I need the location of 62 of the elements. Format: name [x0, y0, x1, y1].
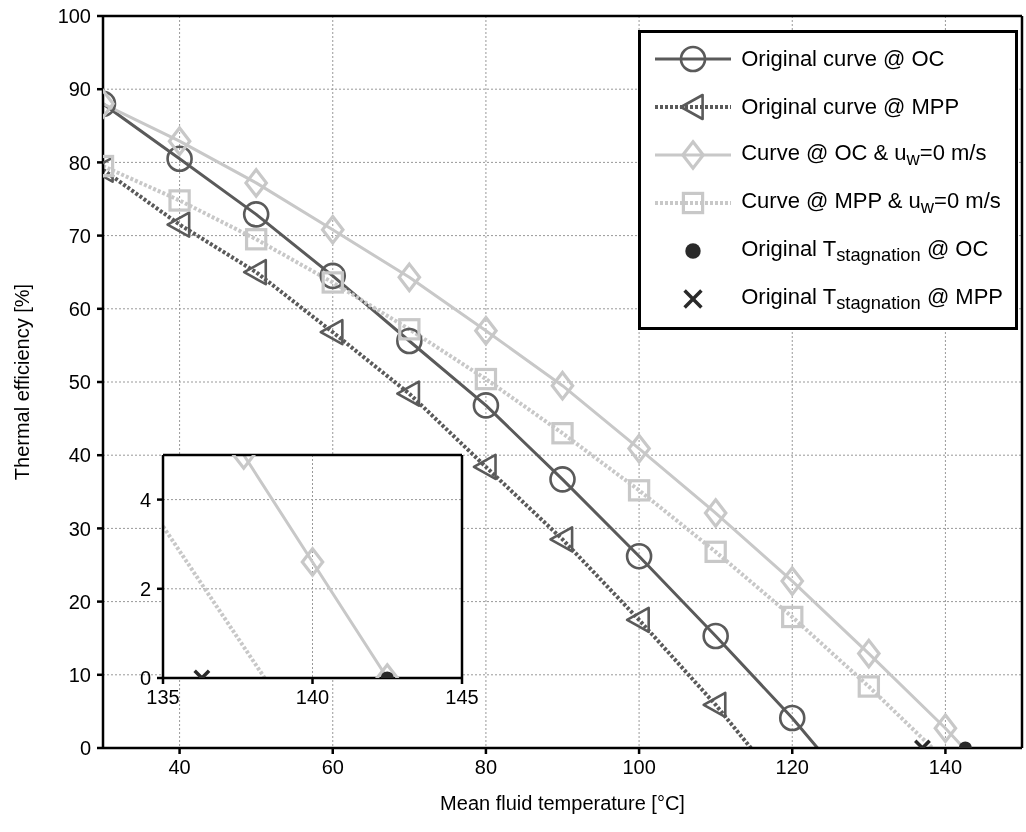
legend-label: Original curve @ OC: [741, 46, 945, 72]
x-tick-label: 60: [321, 756, 344, 779]
point: [778, 704, 806, 732]
point: [472, 453, 497, 481]
point: [702, 622, 729, 650]
y-tick-label: 80: [68, 151, 91, 174]
legend-label: Original T$_{stagnation}$ @ OC: [741, 235, 989, 267]
x-axis-title: Mean fluid temperature [°C]: [440, 792, 685, 814]
y-tick-label: 2: [139, 577, 151, 600]
point: [319, 318, 344, 346]
y-tick-label: 4: [139, 488, 151, 511]
point: [857, 638, 881, 669]
point: [472, 392, 500, 419]
legend-label: Curve @ MPP & u$_{w}$=0 m/s: [741, 187, 1001, 219]
point: [166, 211, 191, 238]
point: [549, 526, 574, 553]
legend-label: Curve @ OC & u$_{w}$=0 m/s: [741, 139, 987, 171]
x-tick-label: 120: [775, 756, 809, 779]
x-tick-label: 80: [474, 756, 498, 779]
point: [551, 422, 574, 445]
point: [625, 606, 650, 634]
point: [781, 605, 804, 629]
point: [168, 189, 191, 212]
point: [244, 168, 268, 198]
point: [625, 542, 653, 570]
x-tick-label: 100: [622, 756, 656, 779]
point: [474, 315, 498, 346]
y-axis-title: Thermal efficiency [%]: [11, 283, 34, 481]
point: [780, 566, 805, 596]
point: [396, 380, 421, 408]
point: [167, 126, 192, 156]
point: [244, 228, 268, 251]
point: [550, 370, 575, 401]
x-tick-label: 145: [445, 686, 479, 709]
y-tick-label: 90: [68, 78, 91, 101]
y-tick-label: 100: [57, 5, 91, 28]
point: [627, 479, 651, 502]
point: [320, 214, 345, 245]
x-tick-label: 140: [928, 756, 963, 779]
x-tick-label: 140: [295, 686, 330, 709]
y-tick-label: 10: [68, 663, 91, 686]
point: [549, 466, 576, 493]
y-tick-label: 20: [68, 590, 91, 613]
y-tick-label: 70: [68, 224, 91, 247]
y-tick-label: 50: [68, 371, 91, 394]
point: [933, 713, 958, 744]
y-tick-label: 0: [79, 737, 91, 760]
point: [397, 262, 422, 293]
y-tick-label: 60: [68, 297, 91, 320]
point: [704, 540, 727, 564]
point: [474, 367, 498, 391]
point: [627, 433, 651, 464]
y-tick-label: 30: [68, 517, 91, 540]
legend-label: Original T$_{stagnation}$ @ MPP: [741, 283, 1003, 315]
point: [703, 498, 728, 528]
x-tick-label: 40: [168, 756, 191, 779]
point: [702, 691, 727, 719]
legend-label: Original curve @ MPP: [741, 94, 960, 120]
y-tick-label: 40: [68, 444, 91, 467]
point: [857, 675, 881, 698]
point: [242, 201, 270, 228]
point: [242, 258, 268, 286]
